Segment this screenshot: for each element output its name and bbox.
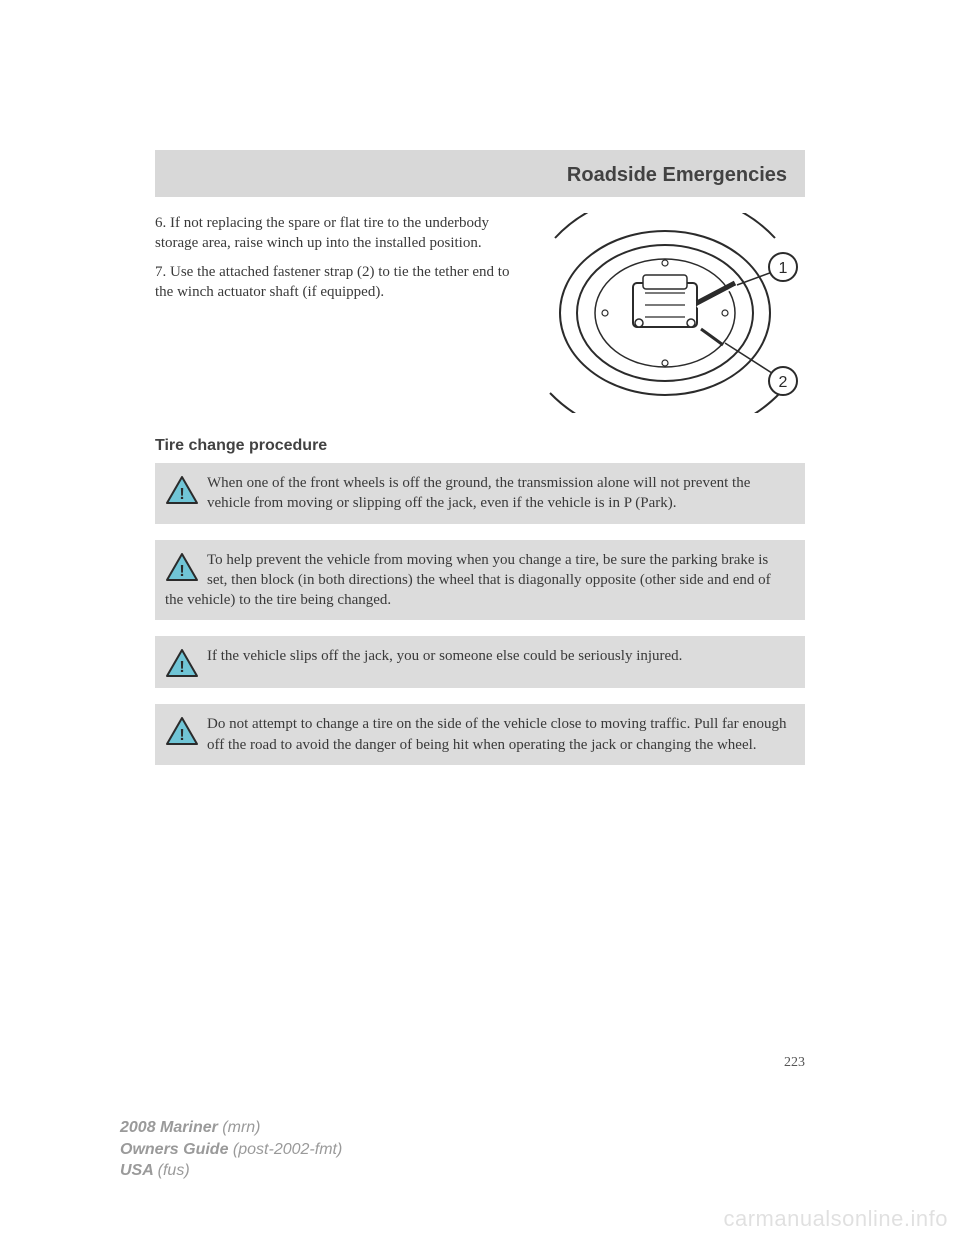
warning-icon: ! [165, 552, 199, 582]
warning-4-text: Do not attempt to change a tire on the s… [207, 716, 787, 752]
footer-region-code: (fus) [158, 1162, 190, 1179]
watermark-text: carmanualsonline.info [723, 1206, 948, 1232]
footer-guide: Owners Guide [120, 1141, 233, 1158]
footer-region: USA [120, 1162, 158, 1179]
warning-2-text: To help prevent the vehicle from moving … [165, 552, 771, 609]
svg-text:!: ! [179, 727, 184, 744]
warning-1-text: When one of the front wheels is off the … [207, 475, 750, 511]
footer-guide-code: (post-2002-fmt) [233, 1141, 342, 1158]
step-with-figure: 6. If not replacing the spare or flat ti… [155, 213, 805, 413]
warning-box-3: ! If the vehicle slips off the jack, you… [155, 636, 805, 688]
footer-line-1: 2008 Mariner (mrn) [120, 1117, 342, 1139]
warning-icon: ! [165, 648, 199, 678]
warning-3-text: If the vehicle slips off the jack, you o… [207, 648, 682, 664]
section-title: Roadside Emergencies [155, 164, 787, 187]
page-number: 223 [155, 1055, 805, 1071]
step-text-block: 6. If not replacing the spare or flat ti… [155, 213, 513, 413]
diagram-callout-2: 2 [779, 374, 788, 391]
warning-icon: ! [165, 475, 199, 505]
winch-diagram: 1 2 [525, 213, 805, 413]
footer-block: 2008 Mariner (mrn) Owners Guide (post-20… [120, 1117, 342, 1182]
footer-line-3: USA (fus) [120, 1160, 342, 1182]
section-header-band: Roadside Emergencies [155, 150, 805, 197]
warning-icon: ! [165, 716, 199, 746]
subheading-tire-change: Tire change procedure [155, 437, 805, 455]
svg-text:!: ! [179, 659, 184, 676]
step-7-text: 7. Use the attached fastener strap (2) t… [155, 262, 513, 303]
svg-text:!: ! [179, 563, 184, 580]
footer-line-2: Owners Guide (post-2002-fmt) [120, 1139, 342, 1161]
footer-model-code: (mrn) [222, 1119, 260, 1136]
svg-text:!: ! [179, 486, 184, 503]
step-6-text: 6. If not replacing the spare or flat ti… [155, 213, 513, 254]
diagram-callout-1: 1 [779, 260, 788, 277]
warning-box-4: ! Do not attempt to change a tire on the… [155, 704, 805, 765]
footer-model: 2008 Mariner [120, 1119, 222, 1136]
warning-box-2: ! To help prevent the vehicle from movin… [155, 540, 805, 621]
warning-box-1: ! When one of the front wheels is off th… [155, 463, 805, 524]
